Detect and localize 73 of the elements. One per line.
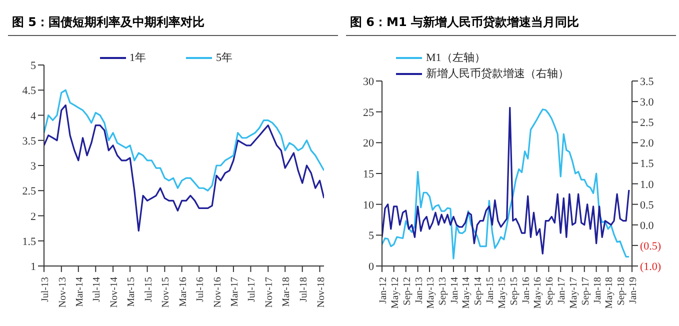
y2-tick-label: 3.0 xyxy=(640,96,654,109)
y-tick-label: 5 xyxy=(368,230,374,242)
x-tick-label: Sep-16 xyxy=(544,277,556,306)
x-tick-label: Nov-16 xyxy=(212,277,224,308)
x-tick-label: Mar-15 xyxy=(126,277,138,307)
x-tick-label: Jan-14 xyxy=(449,277,460,304)
x-tick-label: Jan-15 xyxy=(485,277,496,304)
y-tick-label: 25 xyxy=(363,106,374,119)
chart-title: 图 5：国债短期利率及中期利率对比 xyxy=(8,8,338,36)
y2-tick-label: 1.0 xyxy=(640,178,654,191)
x-tick-label: May-17 xyxy=(568,277,580,309)
x-tick-label: May-14 xyxy=(461,277,472,309)
x-tick-label: Mar-14 xyxy=(74,277,86,307)
legend-label: 新增人民币贷款增速（右轴） xyxy=(426,66,569,81)
x-tick-label: Sep-15 xyxy=(508,277,520,306)
x-tick-label: Sep-12 xyxy=(402,277,413,306)
x-tick-label: Nov-15 xyxy=(160,277,172,308)
y-tick-label: 1 xyxy=(30,261,36,273)
x-tick-label: Jan-18 xyxy=(592,277,604,304)
x-tick-label: Jul-15 xyxy=(143,277,154,302)
y-tick-label: 4.5 xyxy=(22,85,36,98)
x-tick-label: Nov-13 xyxy=(57,277,68,308)
legend-label: M1（左轴） xyxy=(426,51,486,65)
y-tick-label: 15 xyxy=(363,168,374,180)
x-tick-label: Jul-17 xyxy=(246,277,258,302)
x-tick-label: Jan-13 xyxy=(414,277,425,304)
y-tick-label: 20 xyxy=(363,138,374,150)
y-tick-label: 4 xyxy=(30,110,36,122)
x-tick-label: Sep-14 xyxy=(473,277,484,306)
x-tick-label: May-18 xyxy=(604,277,616,309)
x-tick-label: May-16 xyxy=(532,277,544,309)
x-tick-label: Jan-19 xyxy=(628,277,639,304)
y2-tick-label: 3.5 xyxy=(640,76,654,88)
x-tick-label: Sep-17 xyxy=(580,277,592,306)
y2-tick-label: 2.5 xyxy=(640,117,654,130)
legend-label: 1年 xyxy=(130,51,146,65)
y-tick-label: 2.5 xyxy=(22,186,36,198)
x-tick-label: Jul-14 xyxy=(92,277,103,302)
y2-tick-label: (0.5) xyxy=(640,240,662,252)
x-tick-label: Mar-17 xyxy=(229,277,240,307)
y-tick-label: 5 xyxy=(30,60,36,72)
x-tick-label: Nov-18 xyxy=(316,277,327,308)
y-tick-label: 2 xyxy=(30,210,36,223)
x-tick-label: May-12 xyxy=(390,277,401,309)
line-series xyxy=(44,104,324,232)
y2-tick-label: 1.5 xyxy=(640,158,654,170)
y-tick-label: 1.5 xyxy=(22,236,36,248)
x-tick-label: Mar-16 xyxy=(178,277,189,307)
y-tick-label: 10 xyxy=(363,199,374,212)
x-tick-label: Mar-18 xyxy=(281,277,292,307)
y2-tick-label: 0.5 xyxy=(640,199,654,212)
x-tick-label: Jul-16 xyxy=(195,277,206,302)
y-tick-label: 30 xyxy=(363,76,374,88)
x-tick-label: May-15 xyxy=(496,277,508,309)
chart-title: 图 6：M1 与新增人民币贷款增速当月同比 xyxy=(346,8,676,36)
y-tick-label: 3.5 xyxy=(22,135,36,148)
legend-label: 5年 xyxy=(216,51,232,65)
y-tick-label: 3 xyxy=(30,160,36,172)
x-tick-label: Sep-18 xyxy=(616,277,628,306)
y2-tick-label: 2.0 xyxy=(640,138,654,150)
y-tick-label: 0 xyxy=(368,261,374,273)
x-tick-label: Jul-13 xyxy=(40,277,51,302)
x-tick-label: Jul-18 xyxy=(298,277,310,302)
y2-tick-label: 0.0 xyxy=(640,220,654,232)
x-tick-label: Sep-13 xyxy=(438,277,449,306)
y2-tick-label: (1.0) xyxy=(640,261,662,273)
x-tick-label: Jan-12 xyxy=(378,277,389,304)
x-tick-label: Nov-17 xyxy=(264,277,276,308)
line-series xyxy=(44,89,324,192)
x-tick-label: Jan-17 xyxy=(556,277,568,304)
x-tick-label: Nov-14 xyxy=(109,277,120,308)
x-tick-label: Jan-16 xyxy=(520,277,532,304)
x-tick-label: May-13 xyxy=(426,277,437,309)
